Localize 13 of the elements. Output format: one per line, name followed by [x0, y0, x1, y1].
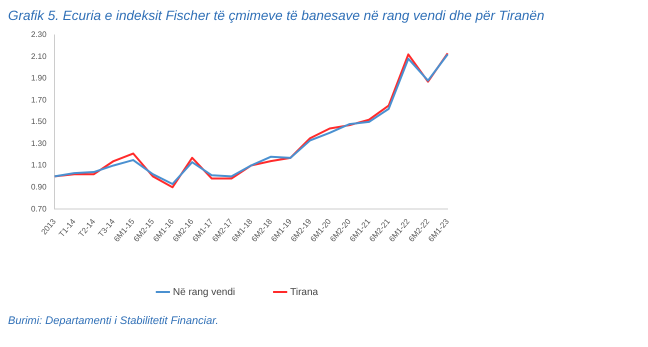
chart-title: Grafik 5. Ecuria e indeksit Fischer të çmimeve të banesave në rang vendi dhe për Tiranën [8, 8, 546, 23]
legend-label: Në rang vendi [172, 286, 236, 298]
y-tick-label: 2.10 [30, 52, 48, 61]
legend-label: Tirana [290, 286, 319, 298]
y-tick-label: 1.10 [30, 160, 48, 170]
y-tick-label: 0.70 [30, 204, 48, 214]
y-tick-label: 1.30 [30, 138, 48, 148]
y-tick-label: 1.50 [30, 117, 48, 126]
y-tick-label: 2.30 [30, 30, 48, 40]
y-tick-label: 0.90 [30, 182, 48, 192]
y-tick-label: 1.70 [30, 95, 48, 104]
text: Burimi: Departamenti i Stabilitetit Financiar. [8, 315, 220, 327]
y-tick-label: 1.90 [30, 74, 48, 83]
